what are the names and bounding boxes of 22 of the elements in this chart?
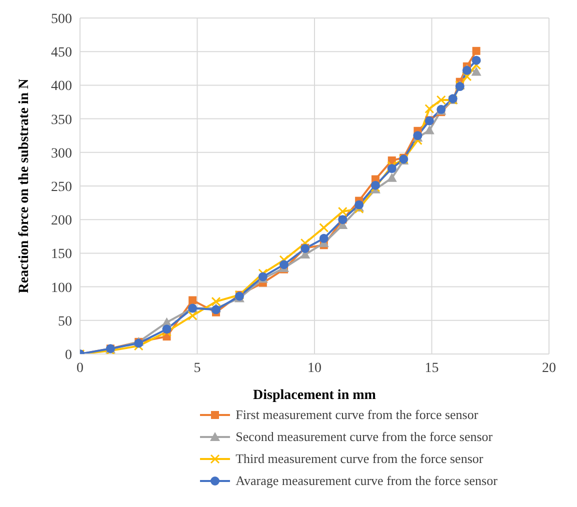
x-axis-title: Displacement in mm xyxy=(253,388,376,403)
x-tick-label: 5 xyxy=(194,360,201,376)
legend-label: Third measurement curve from the force sensor xyxy=(236,451,484,467)
y-tick-label: 500 xyxy=(51,12,72,27)
y-tick-label: 50 xyxy=(58,314,72,330)
y-tick-label: 200 xyxy=(51,214,72,229)
legend-label: First measurement curve from the force sensor xyxy=(236,407,478,423)
y-tick-label: 0 xyxy=(65,348,72,363)
y-tick-label: 350 xyxy=(51,112,72,128)
x-tick-label: 10 xyxy=(308,360,322,376)
y-tick-label: 100 xyxy=(51,280,72,296)
x-tick-label: 20 xyxy=(542,360,556,376)
legend-label: Second measurement curve from the force sensor xyxy=(236,429,493,445)
y-axis-title: Reaction force on the substrate in N xyxy=(16,78,32,294)
y-tick-label: 150 xyxy=(51,247,72,262)
x-tick-label: 15 xyxy=(424,360,439,376)
y-tick-label: 400 xyxy=(51,79,72,94)
y-tick-label: 300 xyxy=(51,146,72,162)
y-tick-label: 250 xyxy=(51,180,72,195)
x-tick-label: 0 xyxy=(76,360,84,376)
legend-label: Avarage measurement curve from the force sensor xyxy=(236,473,498,489)
y-tick-label: 450 xyxy=(51,46,72,61)
